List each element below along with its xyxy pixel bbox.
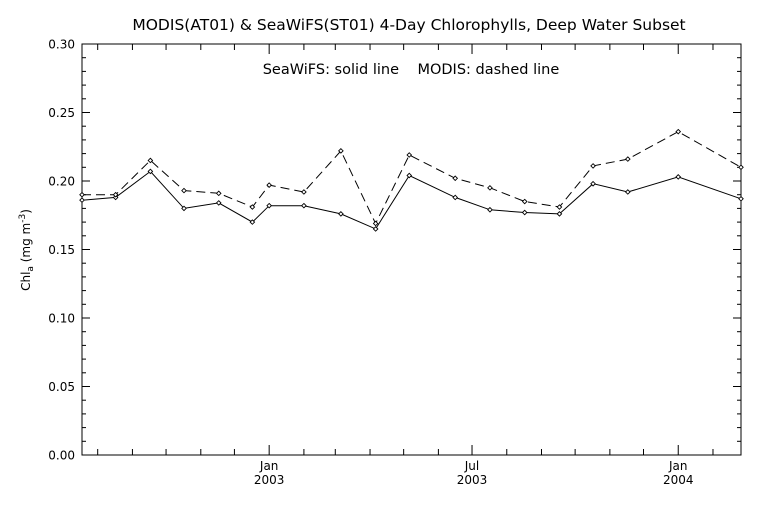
line-style-annotation: SeaWiFS: solid line MODIS: dashed line [263,62,560,78]
seawifs-data-point [556,211,563,217]
chart-title: MODIS(AT01) & SeaWiFS(ST01) 4-Day Chloro… [132,16,685,34]
x-tick-month-label: Jan [668,459,688,473]
modis-data-point [406,152,413,158]
modis-data-point [147,157,154,164]
seawifs-data-point [487,206,493,213]
seawifs-data-point [215,200,222,206]
modis-data-point [452,175,459,182]
modis-data-point [181,187,187,194]
seawifs-data-point [406,172,413,179]
x-tick-month-label: Jul [464,459,479,473]
modis-data-point [521,198,528,205]
y-axis-title-main: Chl [19,272,33,291]
y-tick-label: 0.25 [48,106,75,120]
y-axis-title-subscript: a [26,266,36,272]
modis-data-point [624,156,631,162]
y-tick-label: 0.00 [48,449,75,463]
y-axis-title: Chla (mg m-3) [18,209,36,291]
modis-data-point [487,185,493,191]
seawifs-data-point [181,205,187,212]
seawifs-data-point [372,226,379,232]
modis-data-point [249,204,256,210]
y-axis-title-units: (mg m [19,223,33,266]
x-tick-year-label: 2003 [457,473,488,487]
seawifs-data-point [738,195,744,202]
x-tick-year-label: 2003 [254,473,285,487]
modis-data-point [215,190,222,197]
seawifs-data-point [521,209,528,216]
seawifs-data-point [590,180,596,187]
modis-data-point [372,220,379,227]
modis-data-point [112,191,119,198]
modis-data-point [556,204,563,210]
seawifs-data-point [301,202,307,209]
y-tick-label: 0.20 [48,175,75,189]
seawifs-series-line [81,170,742,230]
modis-data-point [301,189,307,195]
plot-frame [81,43,742,456]
x-tick-month-label: Jan [259,459,279,473]
seawifs-data-point [249,219,256,225]
y-tick-label: 0.30 [48,38,75,52]
y-tick-label: 0.05 [48,380,75,394]
seawifs-data-point [79,197,85,204]
y-tick-label: 0.15 [48,243,75,257]
y-axis-title-exponent: -3 [18,214,28,223]
y-axis: 0.00 0.05 0.10 0.15 0.20 0.25 0.30 [48,38,741,463]
modis-data-point [79,191,85,198]
x-tick-year-label: 2004 [663,473,694,487]
modis-data-point [266,182,273,188]
seawifs-data-point [452,194,459,201]
seawifs-data-point [338,211,344,217]
y-axis-title-close: ) [19,209,33,214]
modis-data-point [675,128,682,135]
seawifs-data-point [624,189,631,195]
seawifs-data-point [266,202,273,209]
series-layer [79,128,744,232]
modis-data-point [338,148,344,154]
seawifs-data-point [675,174,682,180]
modis-series-line [82,131,742,225]
seawifs-data-point [147,168,154,175]
y-tick-label: 0.10 [48,312,75,326]
modis-data-point [738,164,744,171]
modis-data-point [590,163,596,169]
